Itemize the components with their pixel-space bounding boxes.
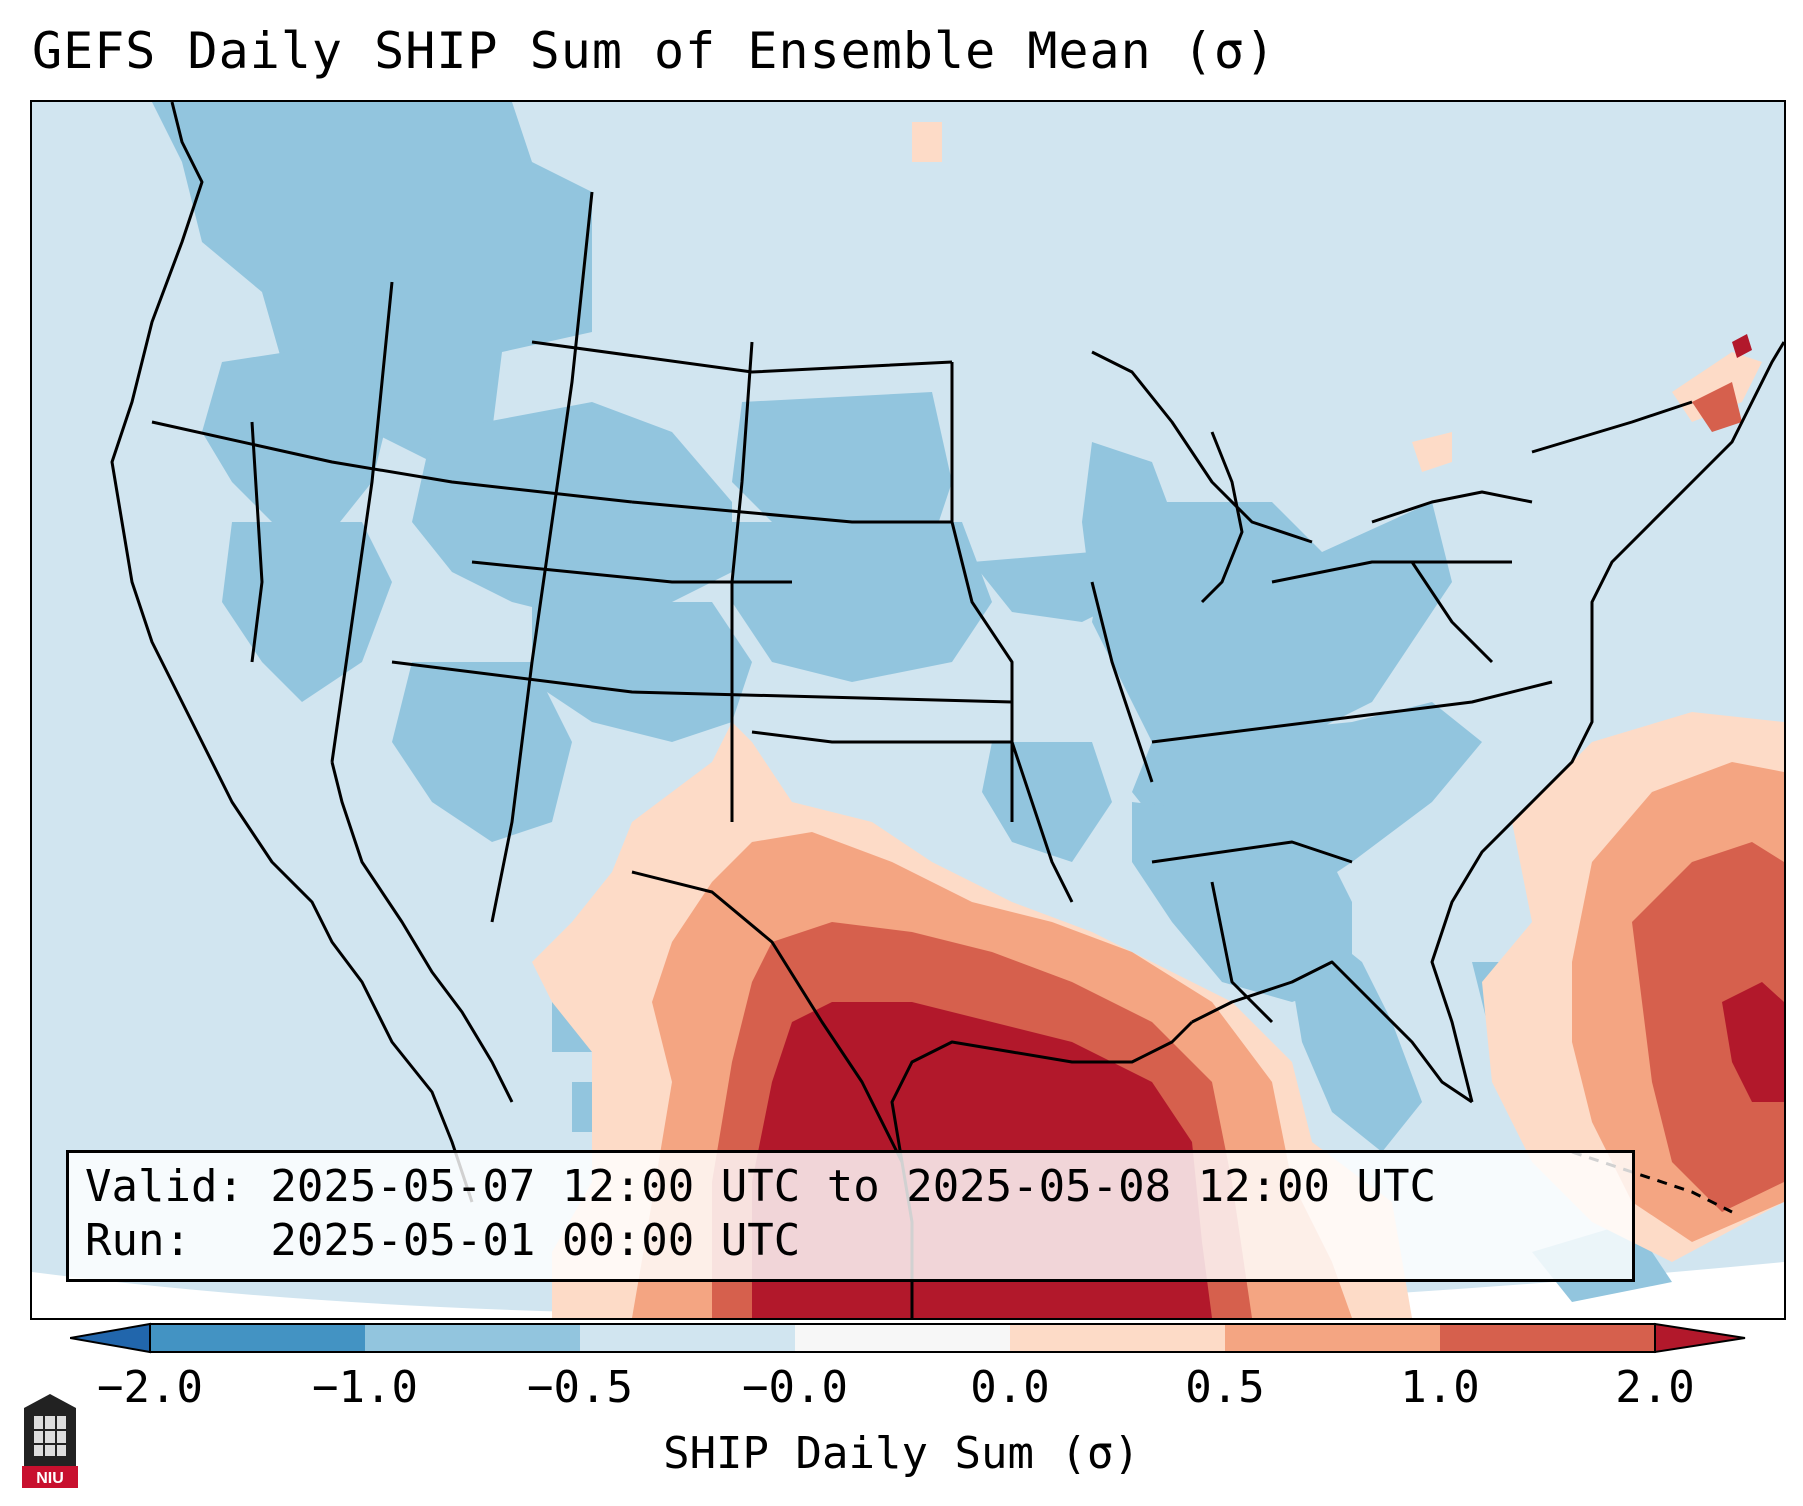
lake-michigan-outline [1200,431,1244,604]
great-lakes-outline [1091,350,1313,544]
ship-map [32,102,1784,1318]
state-border-18 [1271,560,1512,584]
colorbar-segment-6 [1225,1324,1440,1352]
valid-time-text: Valid: 2025-05-07 12:00 UTC to 2025-05-0… [85,1161,1437,1212]
state-border-5 [391,660,1013,704]
state-border-3 [631,500,952,524]
state-border-1 [151,420,633,504]
colorbar-extend-high [1654,1322,1746,1354]
colorbar-tick-label: 0.5 [1185,1362,1265,1413]
colorbar-tick-label: 2.0 [1615,1362,1695,1413]
negative-anomaly-regions [152,102,1672,1318]
state-border-11 [950,362,1014,822]
colorbar-segment-5 [1010,1324,1225,1352]
state-border-8 [330,281,394,763]
colorbar-segment-4 [795,1324,1010,1352]
state-border-2 [531,340,953,374]
state-border-4 [471,560,792,584]
colorbar [70,1322,1746,1354]
colorbar-tick-label: 1.0 [1400,1362,1480,1413]
state-border-15 [1151,840,1353,864]
map-panel [30,100,1786,1320]
state-border-17 [1410,561,1494,664]
colorbar-outline [149,1323,1656,1353]
valid-time-box: Valid: 2025-05-07 12:00 UTC to 2025-05-0… [66,1150,1635,1282]
map-title: GEFS Daily SHIP Sum of Ensemble Mean (σ) [32,22,1277,80]
caribbean-islands [1571,1150,1733,1214]
colorbar-tick-label: 0.0 [970,1362,1050,1413]
colorbar-segment-7 [1440,1324,1655,1352]
colorbar-segment-3 [580,1324,795,1352]
state-border-13 [1090,581,1154,783]
mexico-border [631,870,904,1163]
baja-coastline [330,761,514,1103]
colorbar-tick-label: −2.0 [97,1362,203,1413]
state-border-19 [1531,400,1693,454]
atlantic-coastline [1430,341,1784,1103]
state-border-6 [751,730,1012,744]
colorbar-label: SHIP Daily Sum (σ) [663,1428,1140,1479]
florida-coastline [1191,960,1473,1104]
run-time-text: Run: 2025-05-01 00:00 UTC [85,1215,801,1266]
logo-banner [22,1466,78,1488]
colorbar-extend-low [70,1322,151,1354]
state-border-9 [490,191,594,923]
geographic-outlines [110,102,1784,1318]
lake-erie-outline [1371,490,1533,524]
logo-text: NIU [36,1470,64,1487]
state-border-10 [730,341,754,822]
state-border-7 [250,421,264,663]
state-border-12 [1010,741,1074,903]
state-border-16 [1210,881,1274,1024]
colorbar-segments [70,1322,1746,1354]
logo-window [34,1416,66,1456]
colorbar-tick-label: −0.0 [742,1362,848,1413]
pacific-coastline [110,102,474,1203]
colorbar-tick-label: −1.0 [312,1362,418,1413]
colorbar-segment-2 [365,1324,580,1352]
colorbar-tick-label: −0.5 [527,1362,633,1413]
niu-logo: NIU [22,1394,78,1488]
state-border-14 [1151,680,1553,744]
colorbar-segment-1 [150,1324,365,1352]
